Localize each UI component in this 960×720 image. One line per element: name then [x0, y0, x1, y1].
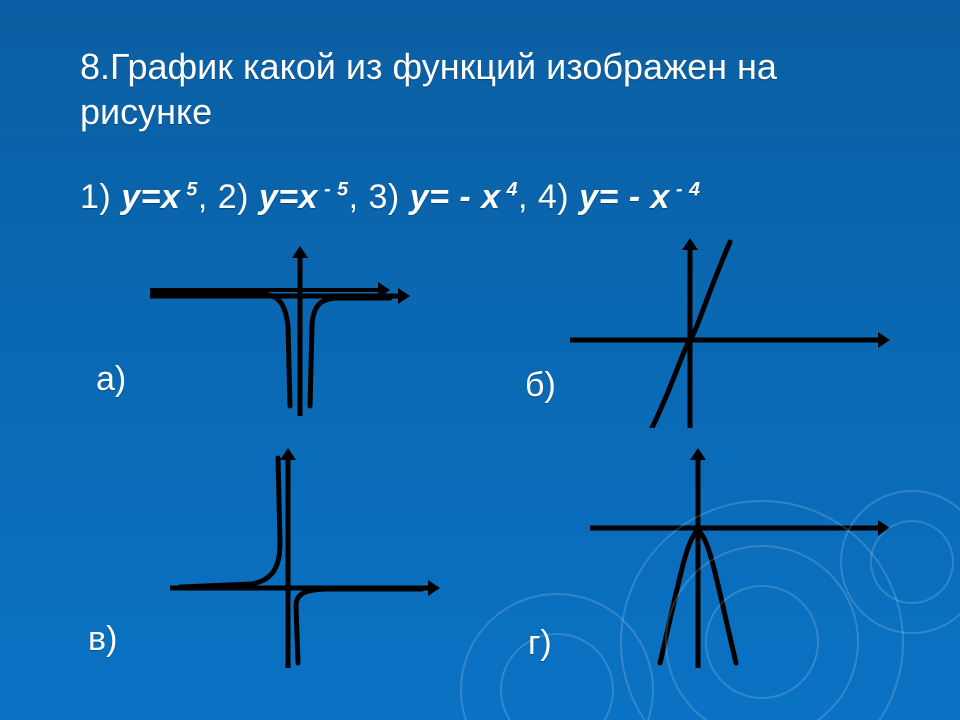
opt2-num: 2) — [218, 178, 259, 216]
opt3-exp: 4 — [501, 179, 518, 201]
sep3: , — [518, 178, 538, 216]
answer-options: 1) у=х 5, 2) у=х - 5, 3) у= - х 4, 4) у=… — [80, 178, 910, 217]
opt3-fn: у= - х — [410, 178, 501, 216]
plot-label-v: в) — [88, 620, 117, 659]
opt3-num: 3) — [368, 178, 409, 216]
sep2: , — [349, 178, 369, 216]
question-title: 8.График какой из функций изображен на р… — [80, 44, 880, 134]
opt4-exp: - 4 — [670, 179, 700, 201]
opt1-num: 1) — [80, 178, 121, 216]
plot-label-b: б) — [525, 366, 556, 405]
opt1-fn: у=х — [121, 178, 180, 216]
opt4-num: 4) — [538, 178, 579, 216]
plot-b — [570, 238, 900, 428]
opt4-fn: у= - х — [579, 178, 670, 216]
plot-a — [150, 246, 450, 416]
plot-v — [170, 448, 460, 668]
plot-label-a: а) — [96, 360, 126, 399]
opt2-exp: - 5 — [318, 179, 348, 201]
opt2-fn: у=х — [259, 178, 318, 216]
opt1-exp: 5 — [180, 179, 197, 201]
sep1: , — [198, 178, 218, 216]
